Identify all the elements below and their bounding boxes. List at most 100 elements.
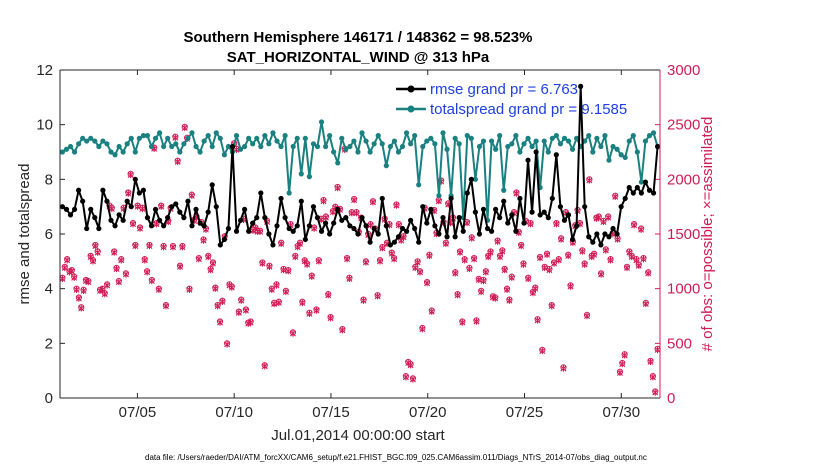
obs-assimilated-point (261, 363, 268, 370)
obs-assimilated-point (113, 265, 120, 273)
totalspread-point (233, 133, 240, 139)
obs-assimilated-point (409, 376, 416, 383)
totalspread-point (472, 176, 478, 182)
rmse-point (420, 204, 426, 210)
totalspread-line (61, 120, 659, 222)
obs-assimilated-point (137, 225, 144, 232)
totalspread-point (63, 146, 70, 152)
rmse-line (61, 85, 659, 246)
totalspread-point (618, 152, 624, 158)
y-axis-right: 0 500 1000 1500 2000 2500 3000 (655, 62, 700, 407)
obs-assimilated-point (553, 220, 560, 228)
obs-assimilated-point (306, 310, 313, 318)
obs-assimilated-point (80, 287, 87, 295)
legend-rmse-marker (407, 85, 415, 93)
totalspread-point (278, 143, 284, 150)
obs-assimilated-point (179, 243, 186, 251)
obs-assimilated-point (478, 288, 485, 296)
obs-assimilated-point (71, 274, 78, 281)
rmse-point (286, 225, 292, 232)
rmse-point (140, 187, 146, 193)
chart-title-line1: Southern Hemisphere 146171 / 148362 = 98… (184, 29, 533, 46)
x-axis: 07/05 07/10 07/15 07/20 07/25 07/30 (119, 70, 640, 421)
rmse-point (108, 217, 114, 223)
obs-assimilated-point (144, 269, 151, 276)
totalspread-point (355, 149, 361, 155)
totalspread-point (505, 143, 511, 150)
totalspread-point (270, 130, 276, 136)
rmse-point (363, 223, 369, 229)
rmse-point (638, 190, 644, 196)
rmse-point (553, 152, 559, 158)
obs-assimilated-point (322, 214, 329, 221)
obs-assimilated-point (628, 253, 635, 261)
rmse-point (541, 209, 547, 215)
obs-assimilated-point (508, 274, 515, 281)
obs-assimilated-point (294, 243, 301, 251)
rmse-point (537, 212, 543, 218)
rmse-point (217, 242, 223, 248)
obs-assimilated-point (353, 210, 360, 217)
obs-assimilated-point (205, 253, 212, 261)
rmse-point (383, 223, 389, 229)
totalspread-point (136, 135, 142, 141)
obs-assimilated-point (496, 253, 503, 261)
obs-assimilated-point (219, 298, 226, 305)
obs-assimilated-point (525, 275, 532, 283)
totalspread-point (242, 143, 248, 150)
obs-assimilated-point (487, 249, 494, 256)
obs-assimilated-point (134, 203, 141, 210)
rmse-point (594, 231, 600, 237)
obs-assimilated-point (567, 283, 574, 290)
totalspread-point (108, 149, 114, 155)
rmse-point (630, 190, 636, 196)
obs-assimilated-point (649, 374, 656, 381)
totalspread-point (302, 135, 308, 141)
obs-assimilated-point (130, 220, 136, 228)
rmse-point (391, 239, 398, 245)
rmse-point (322, 220, 329, 226)
obs-assimilated-point (605, 214, 612, 221)
totalspread-point (294, 135, 300, 141)
totalspread-point (80, 135, 86, 141)
x-axis-label: Jul.01,2014 00:00:00 start (271, 427, 445, 444)
totalspread-point (549, 135, 555, 141)
obs-assimilated-point (141, 257, 148, 264)
obs-assimilated-point (235, 309, 242, 316)
obs-assimilated-point (619, 360, 626, 368)
obs-assimilated-point (160, 243, 167, 251)
obs-assimilated-point (348, 210, 355, 217)
obs-assimilated-point (59, 275, 66, 283)
totalspread-point (193, 143, 199, 150)
totalspread-point (237, 146, 244, 152)
rmse-point (213, 204, 219, 210)
obs-assimilated-point (586, 177, 593, 184)
obs-assimilated-point (546, 266, 553, 274)
rmse-point (148, 223, 155, 229)
rmse-point (189, 223, 195, 229)
obs-assimilated-point (501, 266, 508, 274)
totalspread-point (120, 149, 126, 155)
rmse-point (484, 225, 491, 232)
obs-assimilated-point (492, 295, 499, 302)
totalspread-point (456, 141, 462, 147)
rmse-point (444, 234, 450, 240)
totalspread-point (322, 143, 329, 150)
obs-assimilated-point (268, 286, 275, 293)
obs-assimilated-point (181, 124, 188, 132)
obs-assimilated-point (435, 198, 442, 205)
rmse-point (233, 228, 240, 234)
obs-assimilated-point (513, 190, 520, 197)
obs-assimilated-point (624, 264, 630, 272)
rmse-point (161, 223, 167, 229)
totalspread-point (96, 143, 102, 150)
obs-assimilated-point (518, 242, 525, 250)
rmse-point (84, 225, 90, 232)
totalspread-point (432, 141, 438, 147)
rmse-point (63, 206, 70, 212)
rmse-series (59, 83, 661, 248)
rmse-point (88, 206, 94, 212)
obs-assimilated-point (412, 264, 419, 272)
rmse-point (416, 239, 422, 245)
y-right-tick-label: 1000 (667, 281, 700, 298)
